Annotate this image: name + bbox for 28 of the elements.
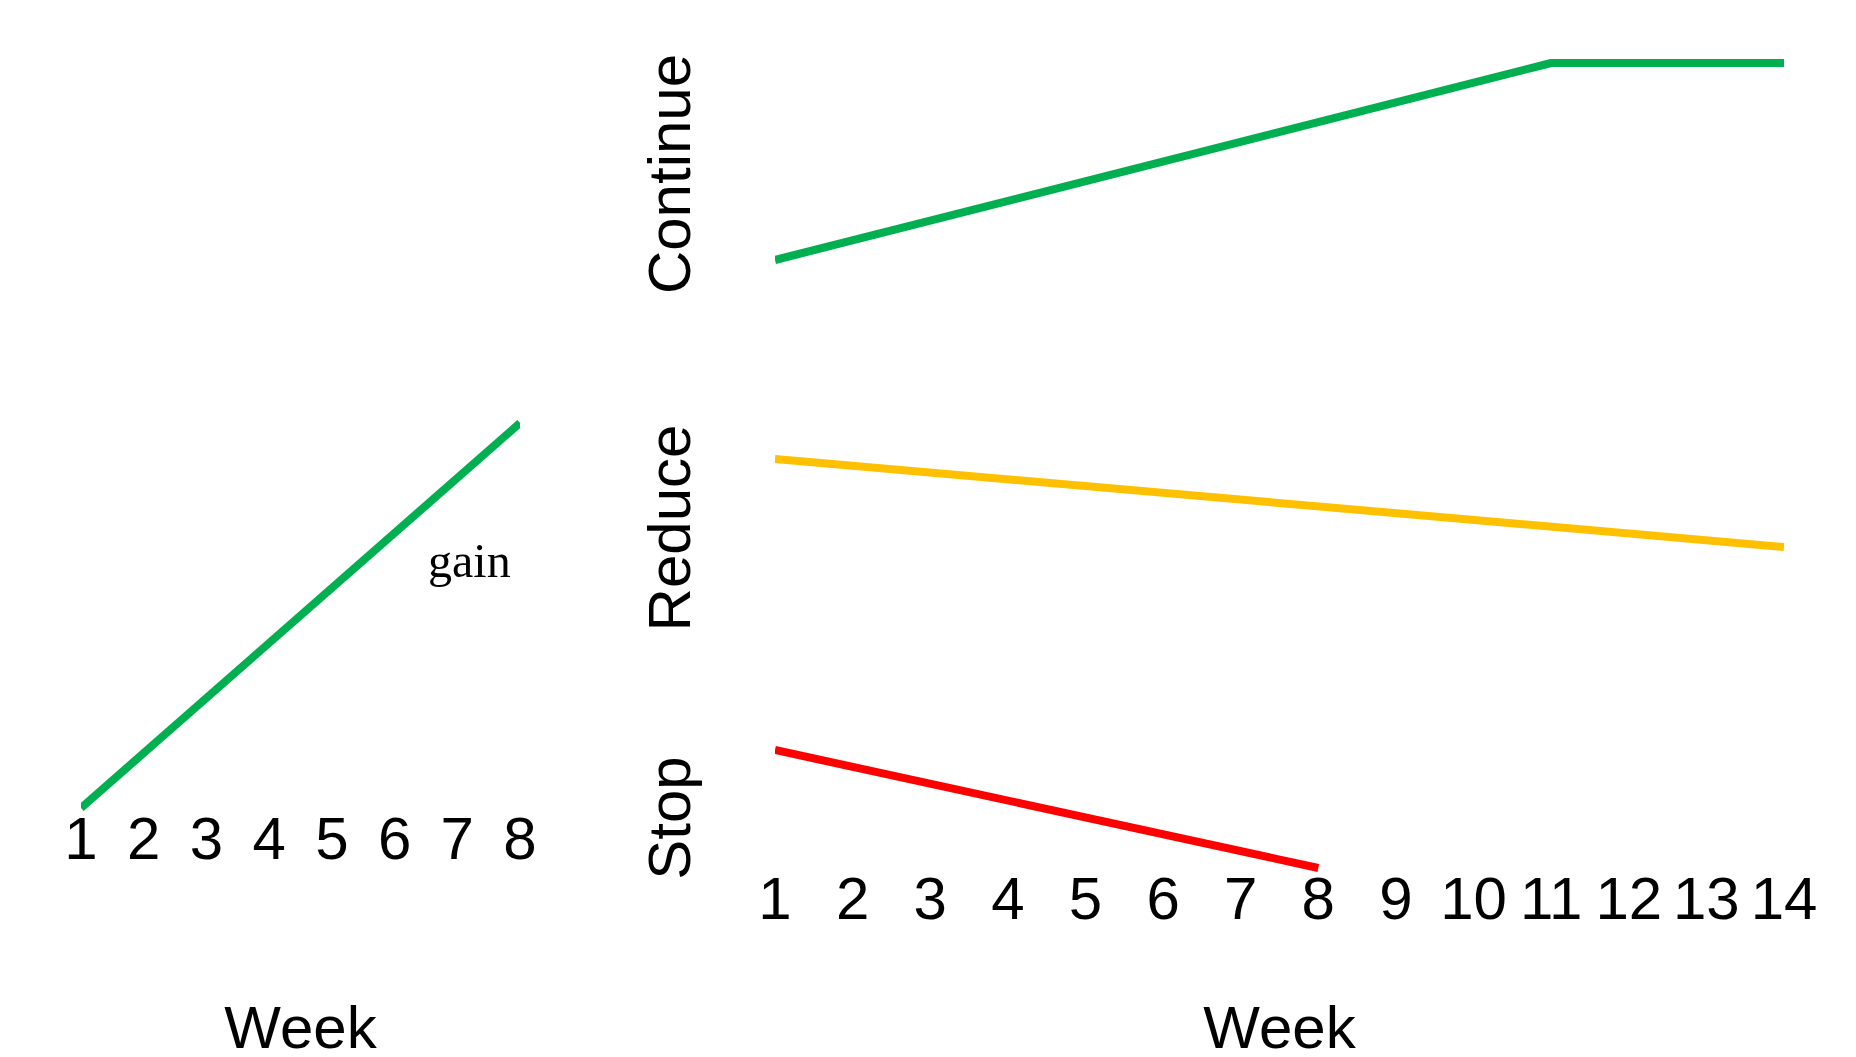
x-tick-label: 12 <box>1595 864 1663 932</box>
x-tick-label: 3 <box>913 864 947 932</box>
x-tick-label: 5 <box>1068 864 1103 932</box>
x-axis-title: Week <box>1203 994 1357 1057</box>
x-tick-label: 14 <box>1750 864 1818 932</box>
x-tick-label: 1 <box>64 804 98 872</box>
x-tick-label: 4 <box>991 864 1025 932</box>
y-axis-title: Continue <box>636 53 703 295</box>
x-tick-label: 3 <box>189 804 224 872</box>
x-tick-label: 10 <box>1440 864 1507 932</box>
x-tick-label: 9 <box>1379 864 1413 932</box>
y-axis-title: Reduce <box>636 424 703 632</box>
x-tick-label: 2 <box>835 864 870 932</box>
x-axis-title: Week <box>224 994 378 1057</box>
x-tick-label: 2 <box>127 804 161 872</box>
x-tick-label: 4 <box>252 804 286 872</box>
x-tick-label: 6 <box>377 804 412 872</box>
x-tick-label: 8 <box>503 804 537 872</box>
x-tick-label: 13 <box>1673 864 1740 932</box>
x-tick-label: 6 <box>1146 864 1180 932</box>
x-tick-label: 7 <box>1224 864 1258 932</box>
y-axis-title: Stop <box>636 756 703 880</box>
annotation: gain <box>428 533 511 588</box>
x-tick-label: 1 <box>758 864 792 932</box>
x-tick-label: 7 <box>440 804 474 872</box>
x-tick-label: 8 <box>1301 864 1335 932</box>
x-tick-label: 11 <box>1520 864 1583 932</box>
x-tick-label: 5 <box>315 804 349 872</box>
